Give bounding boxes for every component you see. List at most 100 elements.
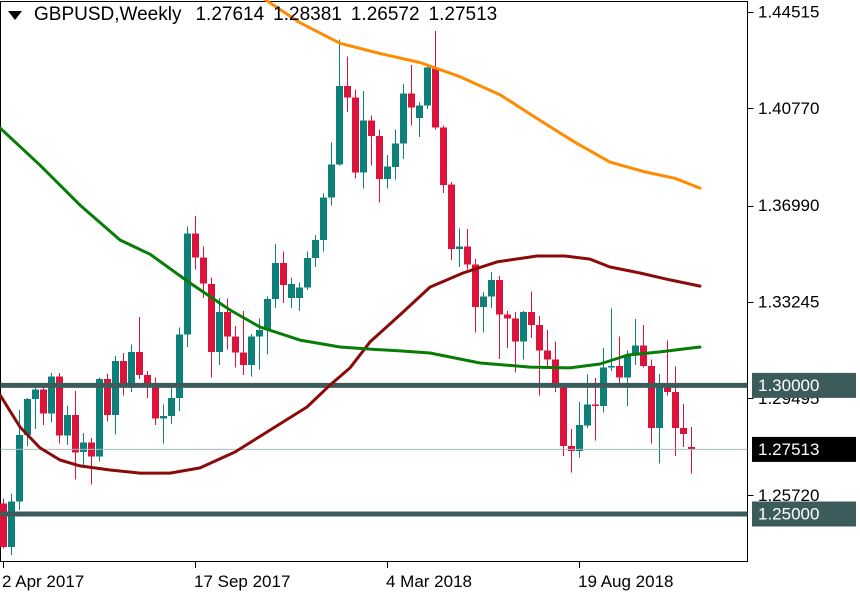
- ma-green-line: [0, 126, 702, 370]
- candle: [528, 291, 535, 338]
- candle: [272, 244, 279, 309]
- candle: [592, 378, 599, 441]
- time-axis-label: 2 Apr 2017: [2, 572, 84, 591]
- candle: [672, 366, 679, 457]
- candle: [640, 324, 647, 368]
- candle: [176, 327, 183, 412]
- candle: [8, 493, 15, 556]
- ma-dark-red-line: [0, 254, 702, 475]
- candle: [248, 333, 255, 377]
- candle: [40, 386, 47, 426]
- candle: [200, 246, 207, 298]
- candle: [512, 312, 519, 373]
- price-level-badge-label: 1.30000: [758, 376, 819, 395]
- candle: [656, 373, 663, 464]
- candle: [184, 226, 191, 347]
- candle: [32, 387, 39, 430]
- candle: [480, 292, 487, 333]
- candle: [488, 272, 495, 309]
- candle: [432, 31, 439, 130]
- candle: [464, 229, 471, 270]
- candle: [320, 193, 327, 252]
- symbol-period-label: GBPUSD,Weekly: [34, 4, 182, 25]
- ohlc-close: 1.27513: [428, 4, 498, 25]
- price-axis-label: 1.44515: [758, 3, 819, 22]
- ohlc-low: 1.26572: [350, 4, 420, 25]
- price-level-badge: [752, 436, 856, 462]
- candle: [264, 296, 271, 355]
- candle: [472, 258, 479, 333]
- candle: [456, 228, 463, 267]
- candle: [520, 310, 527, 360]
- candle: [48, 373, 55, 423]
- candle: [120, 353, 127, 396]
- time-axis-label: 19 Aug 2018: [578, 572, 673, 591]
- candle: [96, 377, 103, 462]
- candle: [376, 129, 383, 203]
- candle: [240, 310, 247, 376]
- candle: [400, 83, 407, 159]
- candle: [688, 427, 695, 474]
- candle: [192, 216, 199, 270]
- candle: [416, 102, 423, 138]
- candle: [536, 315, 543, 396]
- candle: [312, 234, 319, 267]
- candle: [576, 402, 583, 458]
- candle: [568, 429, 575, 473]
- candle: [160, 404, 167, 444]
- candle: [448, 182, 455, 261]
- candle: [208, 277, 215, 378]
- candle: [424, 63, 431, 109]
- candle: [392, 129, 399, 180]
- candle: [624, 350, 631, 406]
- plot-border: [0, 1, 748, 562]
- candle: [440, 125, 447, 193]
- candle: [336, 39, 343, 166]
- candle: [104, 373, 111, 422]
- candle: [216, 297, 223, 365]
- candle: [232, 326, 239, 368]
- candle: [648, 359, 655, 444]
- candle: [64, 405, 71, 446]
- price-axis-label: 1.33245: [758, 292, 819, 311]
- price-axis-label: 1.36990: [758, 196, 819, 215]
- candles-layer: [0, 31, 695, 556]
- candle: [168, 386, 175, 424]
- time-axis-label: 17 Sep 2017: [194, 572, 290, 591]
- candle: [368, 115, 375, 166]
- candle: [504, 310, 511, 349]
- price-level-badge-label: 1.27513: [758, 440, 819, 459]
- ohlc-open: 1.27614: [195, 4, 265, 25]
- candle: [0, 498, 7, 549]
- chart-title: GBPUSD,Weekly 1.27614 1.28381 1.26572 1.…: [6, 4, 506, 26]
- price-level-badge: [752, 501, 856, 527]
- candle: [360, 90, 367, 189]
- symbol-dropdown-icon[interactable]: [8, 11, 22, 20]
- ohlc-high: 1.28381: [273, 4, 342, 25]
- time-axis: 2 Apr 2017 17 Sep 2017 4 Mar 2018 19 Aug 20…: [2, 561, 673, 591]
- candle: [24, 398, 31, 446]
- candle: [408, 65, 415, 126]
- candle: [632, 319, 639, 365]
- candle: [136, 317, 143, 379]
- candle: [616, 336, 623, 387]
- candle: [288, 277, 295, 309]
- ma-orange-line: [263, 0, 702, 190]
- candle: [304, 251, 311, 291]
- price-axis-label: 1.25720: [758, 486, 819, 505]
- candle: [328, 142, 335, 206]
- candle: [544, 330, 551, 368]
- candle: [384, 155, 391, 189]
- price-axis: 1.445151.407701.369901.332451.294951.257…: [747, 3, 856, 527]
- candle: [280, 251, 287, 304]
- candle: [344, 56, 351, 113]
- price-level-badge: [752, 372, 856, 398]
- candle: [560, 384, 567, 457]
- price-level-badge-label: 1.25000: [758, 504, 819, 523]
- candle: [496, 276, 503, 360]
- price-axis-label: 1.40770: [758, 99, 819, 118]
- candle: [680, 403, 687, 448]
